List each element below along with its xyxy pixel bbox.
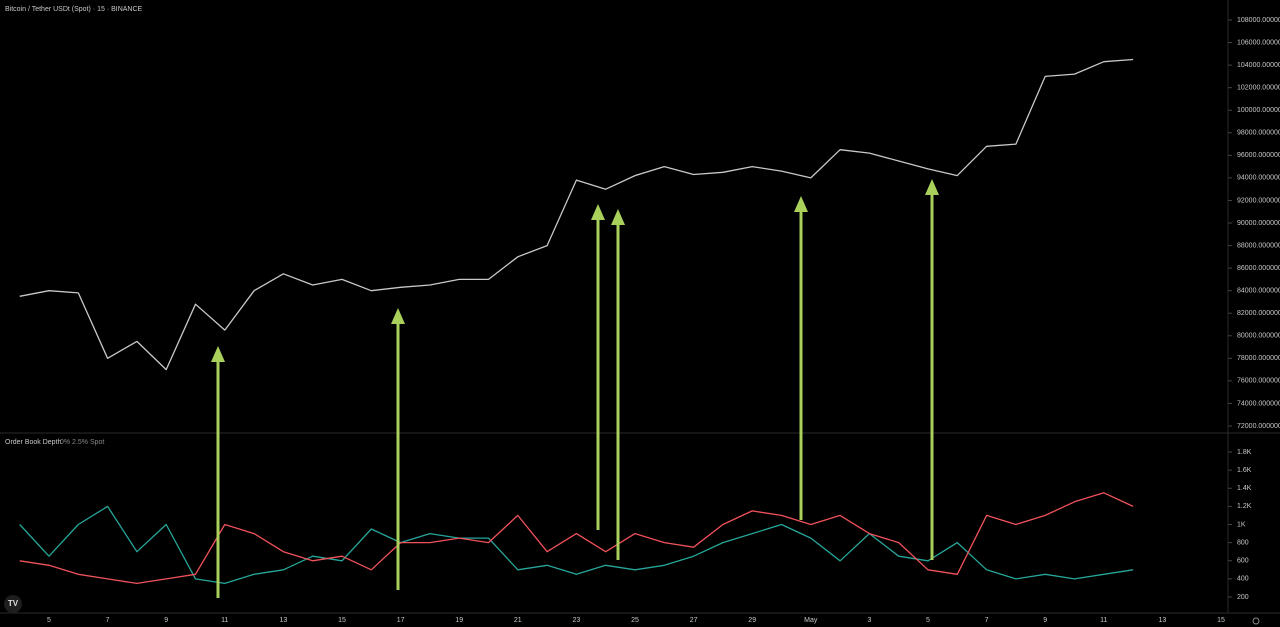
svg-text:TV: TV bbox=[8, 599, 19, 608]
y-tick-label: 76000.000000 bbox=[1237, 378, 1280, 385]
x-tick-label: 13 bbox=[1159, 617, 1167, 624]
x-tick-label: 15 bbox=[338, 617, 346, 624]
y-tick-label: 1.8K bbox=[1237, 449, 1252, 456]
chart-title: Bitcoin / Tether USDt (Spot) · 15 · BINA… bbox=[5, 6, 143, 13]
y-tick-label: 1.4K bbox=[1237, 485, 1252, 492]
x-tick-label: 7 bbox=[106, 617, 110, 624]
y-tick-label: 86000.000000 bbox=[1237, 265, 1280, 272]
y-tick-label: 1K bbox=[1237, 521, 1246, 528]
y-tick-label: 84000.000000 bbox=[1237, 288, 1280, 295]
x-tick-label: 11 bbox=[221, 617, 228, 624]
x-tick-label: 23 bbox=[573, 617, 581, 624]
series-line bbox=[19, 505, 1134, 585]
indicator-title: Order Book Depth bbox=[5, 439, 62, 446]
y-tick-label: 1.6K bbox=[1237, 467, 1252, 474]
y-tick-label: 100000.000000 bbox=[1237, 107, 1280, 114]
series-line bbox=[19, 492, 1134, 585]
arrow bbox=[211, 346, 225, 598]
y-tick-label: 78000.000000 bbox=[1237, 355, 1280, 362]
arrow bbox=[794, 196, 808, 520]
arrow bbox=[925, 179, 939, 560]
y-tick-label: 104000.000000 bbox=[1237, 62, 1280, 69]
x-tick-label: 19 bbox=[455, 617, 463, 624]
x-tick-label: 15 bbox=[1217, 617, 1225, 624]
tv-logo: TV bbox=[4, 595, 22, 613]
x-tick-label: 27 bbox=[690, 617, 698, 624]
x-tick-label: 7 bbox=[985, 617, 989, 624]
x-tick-label: 5 bbox=[926, 617, 930, 624]
y-tick-label: 82000.000000 bbox=[1237, 310, 1280, 317]
x-tick-label: 13 bbox=[280, 617, 288, 624]
x-tick-label: May bbox=[804, 617, 818, 624]
y-tick-label: 88000.000000 bbox=[1237, 242, 1280, 249]
x-tick-label: 29 bbox=[748, 617, 756, 624]
y-tick-label: 96000.000000 bbox=[1237, 152, 1280, 159]
y-tick-label: 92000.000000 bbox=[1237, 197, 1280, 204]
y-tick-label: 80000.000000 bbox=[1237, 333, 1280, 340]
x-tick-label: 5 bbox=[47, 617, 51, 624]
y-tick-label: 200 bbox=[1237, 594, 1249, 601]
x-tick-label: 11 bbox=[1100, 617, 1107, 624]
y-tick-label: 400 bbox=[1237, 576, 1249, 583]
y-tick-label: 106000.000000 bbox=[1237, 39, 1280, 46]
y-tick-label: 94000.000000 bbox=[1237, 175, 1280, 182]
x-tick-label: 17 bbox=[397, 617, 405, 624]
y-tick-label: 98000.000000 bbox=[1237, 130, 1280, 137]
y-tick-label: 800 bbox=[1237, 539, 1249, 546]
arrow bbox=[391, 308, 405, 590]
settings-icon[interactable] bbox=[1252, 617, 1260, 625]
y-tick-label: 102000.000000 bbox=[1237, 85, 1280, 92]
x-tick-label: 9 bbox=[164, 617, 168, 624]
y-tick-label: 600 bbox=[1237, 558, 1249, 565]
x-tick-label: 25 bbox=[631, 617, 639, 624]
arrow bbox=[611, 209, 625, 560]
y-tick-label: 90000.000000 bbox=[1237, 220, 1280, 227]
y-tick-label: 72000.000000 bbox=[1237, 423, 1280, 430]
y-tick-label: 108000.000000 bbox=[1237, 17, 1280, 24]
series-line bbox=[19, 58, 1134, 371]
x-tick-label: 9 bbox=[1043, 617, 1047, 624]
y-tick-label: 74000.000000 bbox=[1237, 400, 1280, 407]
x-tick-label: 21 bbox=[514, 617, 522, 624]
x-tick-label: 3 bbox=[867, 617, 871, 624]
arrow bbox=[591, 204, 605, 530]
y-tick-label: 1.2K bbox=[1237, 503, 1252, 510]
indicator-settings: 0% 2.5% Spot bbox=[60, 439, 104, 446]
annotation-arrows bbox=[211, 179, 939, 598]
